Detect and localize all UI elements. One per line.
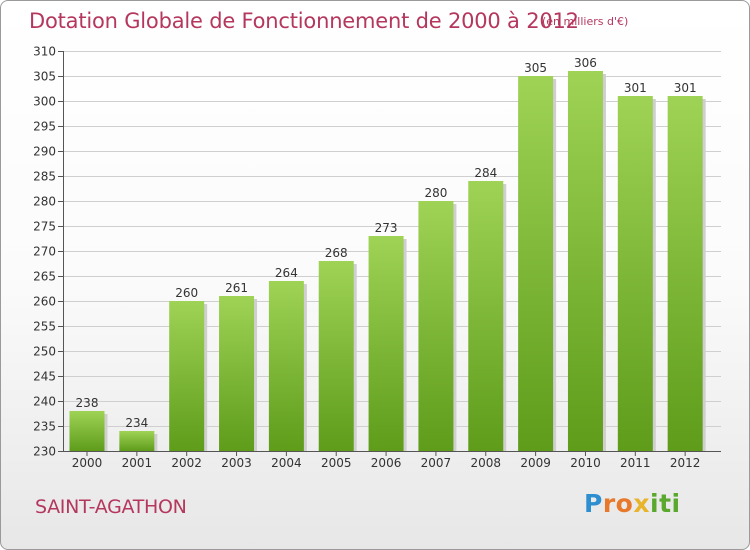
- y-tick-label: 255: [33, 320, 56, 334]
- data-label-2012: 301: [674, 81, 697, 95]
- data-label-2005: 268: [325, 246, 348, 260]
- data-label-2004: 264: [275, 266, 298, 280]
- y-tick-label: 285: [33, 170, 56, 184]
- x-tick-label-2004: 2004: [271, 456, 302, 470]
- bar-2000: [69, 411, 105, 451]
- y-tick-label: 280: [33, 195, 56, 209]
- logo-letter: x: [633, 489, 650, 518]
- logo-letter: t: [659, 489, 672, 518]
- data-label-2000: 238: [76, 396, 99, 410]
- data-label-2007: 280: [424, 186, 447, 200]
- y-tick-label: 270: [33, 245, 56, 259]
- commune-name: SAINT-AGATHON: [35, 496, 187, 518]
- bar-2005: [318, 261, 354, 451]
- x-tick-label-2008: 2008: [470, 456, 501, 470]
- logo-letter: r: [602, 489, 616, 518]
- y-tick-label: 230: [33, 445, 56, 459]
- y-tick-label: 305: [33, 70, 56, 84]
- bars: 238 234 260 261 264 268 273 280 284 305 306 301 301: [69, 56, 706, 451]
- bar-2009: [518, 76, 554, 451]
- y-tick-label: 235: [33, 420, 56, 434]
- chart-title: Dotation Globale de Fonctionnement de 20…: [29, 9, 579, 33]
- data-label-2009: 305: [524, 61, 547, 75]
- bar-2001: [119, 431, 155, 451]
- bar-2010: [567, 71, 603, 451]
- y-tick-label: 250: [33, 345, 56, 359]
- x-tick-label-2007: 2007: [421, 456, 452, 470]
- axes: 230 235 240 245 250 255 260 265 270 275 280 285 290 2…: [33, 45, 721, 470]
- y-tick-label: 310: [33, 45, 56, 59]
- x-tick-label-2001: 2001: [122, 456, 153, 470]
- x-tick-label-2002: 2002: [171, 456, 202, 470]
- data-label-2006: 273: [375, 221, 398, 235]
- data-label-2003: 261: [225, 281, 248, 295]
- proxiti-logo: Proxiti: [584, 489, 681, 518]
- data-label-2008: 284: [474, 166, 497, 180]
- logo-letter: P: [584, 489, 603, 518]
- bar-2006: [368, 236, 404, 451]
- chart-unit-label: (en milliers d'€): [542, 15, 629, 28]
- x-tick-label-2010: 2010: [570, 456, 601, 470]
- data-label-2001: 234: [125, 416, 148, 430]
- y-tick-label: 240: [33, 395, 56, 409]
- logo-letter: i: [650, 489, 660, 518]
- data-label-2010: 306: [574, 56, 597, 70]
- x-tick-label-2009: 2009: [520, 456, 551, 470]
- y-tick-label: 295: [33, 120, 56, 134]
- y-tick-label: 300: [33, 95, 56, 109]
- x-tick-label-2012: 2012: [670, 456, 701, 470]
- y-tick-label: 275: [33, 220, 56, 234]
- x-tick-label-2005: 2005: [321, 456, 352, 470]
- x-tick-label-2000: 2000: [72, 456, 103, 470]
- y-tick-label: 245: [33, 370, 56, 384]
- x-tick-label-2006: 2006: [371, 456, 402, 470]
- bar-2002: [169, 301, 205, 451]
- y-tick-label: 260: [33, 295, 56, 309]
- y-tick-label: 290: [33, 145, 56, 159]
- y-tick-label: 265: [33, 270, 56, 284]
- bar-2003: [219, 296, 255, 451]
- bar-2012: [667, 96, 703, 451]
- bar-2004: [268, 281, 304, 451]
- logo-letter: i: [671, 489, 681, 518]
- data-label-2011: 301: [624, 81, 647, 95]
- bar-2007: [418, 201, 454, 451]
- x-tick-label-2011: 2011: [620, 456, 651, 470]
- data-label-2002: 260: [175, 286, 198, 300]
- logo-letter: o: [615, 489, 634, 518]
- bar-2011: [617, 96, 653, 451]
- x-tick-label-2003: 2003: [221, 456, 252, 470]
- bar-2008: [468, 181, 504, 451]
